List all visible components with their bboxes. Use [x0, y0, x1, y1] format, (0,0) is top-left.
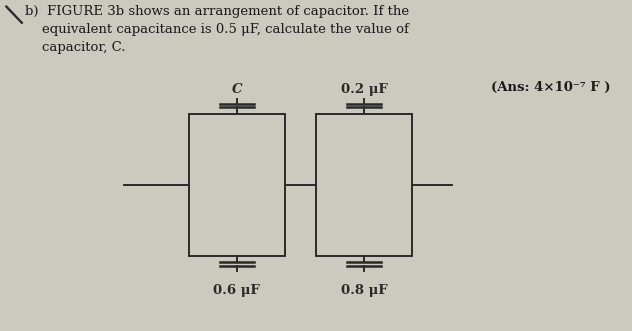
Text: 0.2 μF: 0.2 μF	[341, 83, 387, 96]
Bar	[316, 114, 412, 256]
Text: (Ans: 4×10⁻⁷ F ): (Ans: 4×10⁻⁷ F )	[490, 81, 610, 94]
Bar	[189, 114, 285, 256]
Text: 0.6 μF: 0.6 μF	[214, 284, 260, 297]
Text: 0.8 μF: 0.8 μF	[341, 284, 387, 297]
Text: b)  FIGURE 3b shows an arrangement of capacitor. If the
    equivalent capacitan: b) FIGURE 3b shows an arrangement of cap…	[25, 5, 409, 54]
Text: C: C	[231, 83, 242, 96]
